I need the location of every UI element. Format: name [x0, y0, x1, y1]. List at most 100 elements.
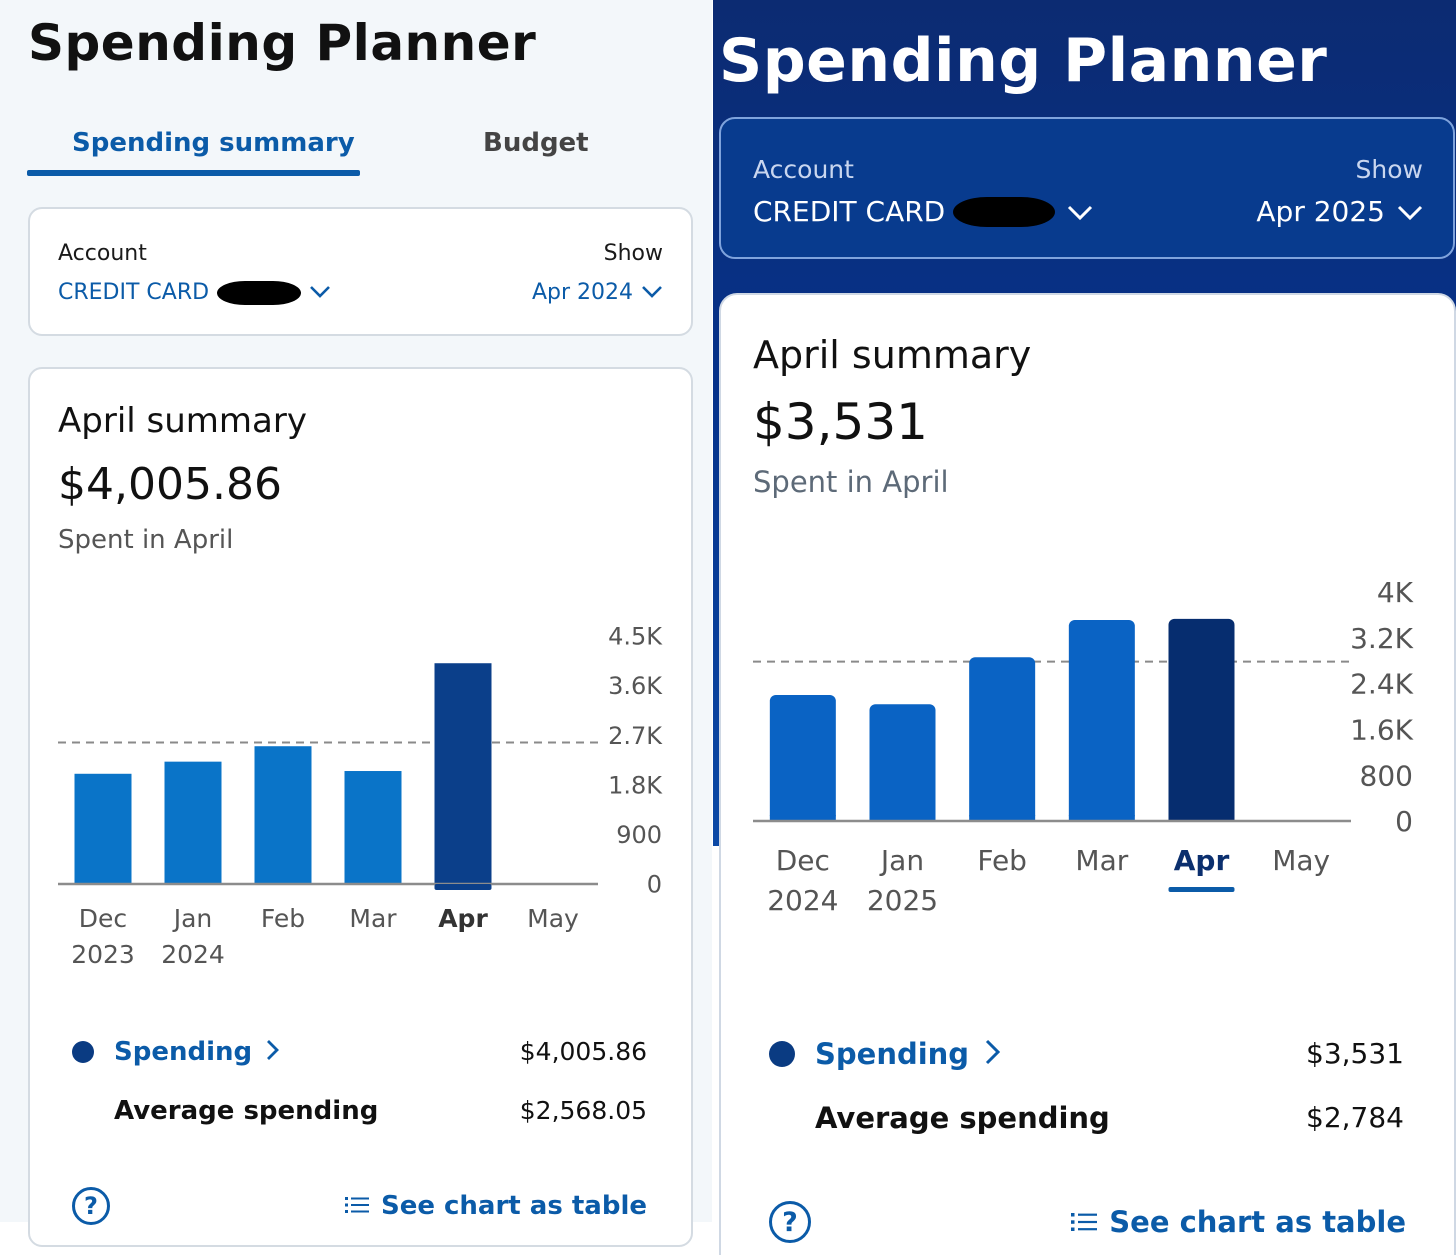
- right-screen: Spending Planner Account Show CREDIT CAR…: [713, 0, 1456, 1255]
- bar-mar: [344, 771, 402, 884]
- tab-spending-summary[interactable]: Spending summary: [72, 128, 355, 158]
- average-spending-value: $2,568.05: [519, 1096, 647, 1125]
- redacted-account-number: [953, 196, 1056, 227]
- month-value: Apr 2025: [1256, 195, 1385, 228]
- spending-bar-chart: 4K 3.2K 2.4K 1.6K 800 0 Dec 2024 Jan 2025 Feb Mar Ap…: [753, 576, 1414, 917]
- tab-budget[interactable]: Budget: [483, 128, 589, 158]
- spending-value: $4,005.86: [519, 1037, 647, 1066]
- x-tick-label: Jan: [172, 904, 213, 933]
- x-tick-label: 2024: [767, 884, 838, 917]
- x-tick-label: May: [1272, 844, 1330, 877]
- x-tick-label: May: [527, 904, 579, 933]
- y-tick-label: 2.7K: [608, 722, 663, 750]
- bar-jan: [164, 761, 222, 884]
- spending-link: Spending: [815, 1037, 970, 1071]
- month-value: Apr 2024: [531, 280, 633, 305]
- y-tick-label: 3.2K: [1350, 622, 1414, 655]
- spending-bar-chart: 4.5K 3.6K 2.7K 1.8K 900 0 Dec 2023 Jan 2024 Feb Mar…: [58, 623, 663, 969]
- list-icon: [344, 1191, 369, 1221]
- y-tick-label: 0: [1395, 805, 1413, 838]
- bar-apr: [1168, 618, 1235, 821]
- account-value: CREDIT CARD: [58, 280, 210, 305]
- help-circle-icon[interactable]: ?: [72, 1187, 110, 1225]
- y-tick-label: 3.6K: [608, 672, 663, 700]
- account-dropdown[interactable]: CREDIT CARD: [58, 280, 331, 305]
- x-tick-label: Mar: [1075, 844, 1128, 877]
- show-label: Show: [603, 241, 663, 266]
- see-chart-as-table-link[interactable]: See chart as table: [344, 1191, 647, 1221]
- y-tick-label: 800: [1360, 759, 1413, 792]
- average-spending-label: Average spending: [815, 1101, 1110, 1135]
- x-tick-label: Feb: [977, 844, 1027, 877]
- x-tick-label: 2024: [161, 940, 225, 969]
- bar-mar: [1068, 620, 1135, 821]
- spending-link: Spending: [114, 1037, 253, 1067]
- x-tick-label: Apr: [1174, 844, 1230, 877]
- account-selector-card: Account Show CREDIT CARD Apr 2025: [719, 117, 1455, 259]
- see-chart-as-table-label: See chart as table: [1109, 1205, 1406, 1239]
- summary-title: April summary: [58, 401, 307, 441]
- account-value: CREDIT CARD: [753, 195, 946, 228]
- average-spending-label: Average spending: [114, 1096, 379, 1126]
- y-tick-label: 1.8K: [608, 771, 663, 799]
- chevron-down-icon: [1397, 195, 1423, 228]
- account-label: Account: [58, 241, 147, 266]
- bar-base-apr: [1168, 815, 1235, 821]
- x-tick-label: Mar: [349, 904, 397, 933]
- see-chart-as-table-link[interactable]: See chart as table: [1071, 1205, 1406, 1239]
- bar-dec: [769, 695, 836, 821]
- chevron-right-icon: [266, 1039, 280, 1065]
- summary-amount: $4,005.86: [58, 459, 282, 510]
- chevron-down-icon: [309, 280, 331, 305]
- selected-month-indicator: [434, 884, 492, 890]
- y-tick-label: 1.6K: [1350, 713, 1414, 746]
- bar-base-mar: [1068, 815, 1135, 821]
- help-circle-icon[interactable]: ?: [769, 1201, 811, 1243]
- list-icon: [1071, 1205, 1098, 1239]
- summary-subtitle: Spent in April: [58, 525, 234, 555]
- spending-legend-row[interactable]: Spending: [72, 1037, 280, 1067]
- x-tick-label: Dec: [776, 844, 830, 877]
- bar-dec: [74, 773, 132, 884]
- spending-legend-row[interactable]: Spending: [769, 1037, 1001, 1071]
- x-tick-label: 2025: [867, 884, 938, 917]
- selected-month-indicator: [1168, 887, 1235, 892]
- page-title: Spending Planner: [28, 14, 537, 72]
- account-selector-card: Account Show CREDIT CARD Apr 2024: [28, 207, 693, 336]
- bar-base-jan: [869, 815, 936, 821]
- summary-card: April summary $4,005.86 Spent in April 4…: [28, 367, 693, 1247]
- bar-feb: [254, 746, 312, 884]
- spending-legend-dot: [72, 1041, 94, 1063]
- chevron-down-icon: [1067, 195, 1093, 228]
- page-title: Spending Planner: [719, 26, 1328, 96]
- see-chart-as-table-label: See chart as table: [380, 1191, 647, 1221]
- account-label: Account: [753, 155, 854, 184]
- bar-feb: [969, 657, 1036, 821]
- left-screen: Spending Planner Spending summary Budget…: [0, 0, 712, 1247]
- show-label: Show: [1355, 155, 1423, 184]
- account-dropdown[interactable]: CREDIT CARD: [753, 195, 1093, 228]
- active-tab-indicator: [27, 170, 360, 176]
- x-tick-label: Jan: [879, 844, 924, 877]
- bar-base-feb: [969, 815, 1036, 821]
- x-tick-label: Dec: [79, 904, 127, 933]
- summary-title: April summary: [753, 333, 1032, 377]
- average-spending-value: $2,784: [1306, 1101, 1404, 1134]
- month-dropdown[interactable]: Apr 2025: [1256, 195, 1423, 228]
- bar-jan: [869, 704, 936, 821]
- x-tick-label: Feb: [261, 904, 305, 933]
- y-tick-label: 4.5K: [608, 623, 663, 651]
- month-dropdown[interactable]: Apr 2024: [532, 280, 663, 305]
- summary-subtitle: Spent in April: [753, 465, 949, 499]
- chevron-right-icon: [985, 1039, 1001, 1069]
- spending-legend-dot: [769, 1041, 795, 1067]
- y-tick-label: 2.4K: [1350, 668, 1414, 701]
- y-tick-label: 900: [616, 821, 662, 849]
- redacted-account-number: [217, 280, 302, 305]
- y-tick-label: 0: [647, 871, 662, 899]
- x-tick-label: 2023: [71, 940, 135, 969]
- summary-card: April summary $3,531 Spent in April 4K 3.…: [719, 293, 1456, 1255]
- chevron-down-icon: [641, 280, 663, 305]
- x-tick-label: Apr: [438, 904, 488, 933]
- spending-value: $3,531: [1306, 1037, 1404, 1070]
